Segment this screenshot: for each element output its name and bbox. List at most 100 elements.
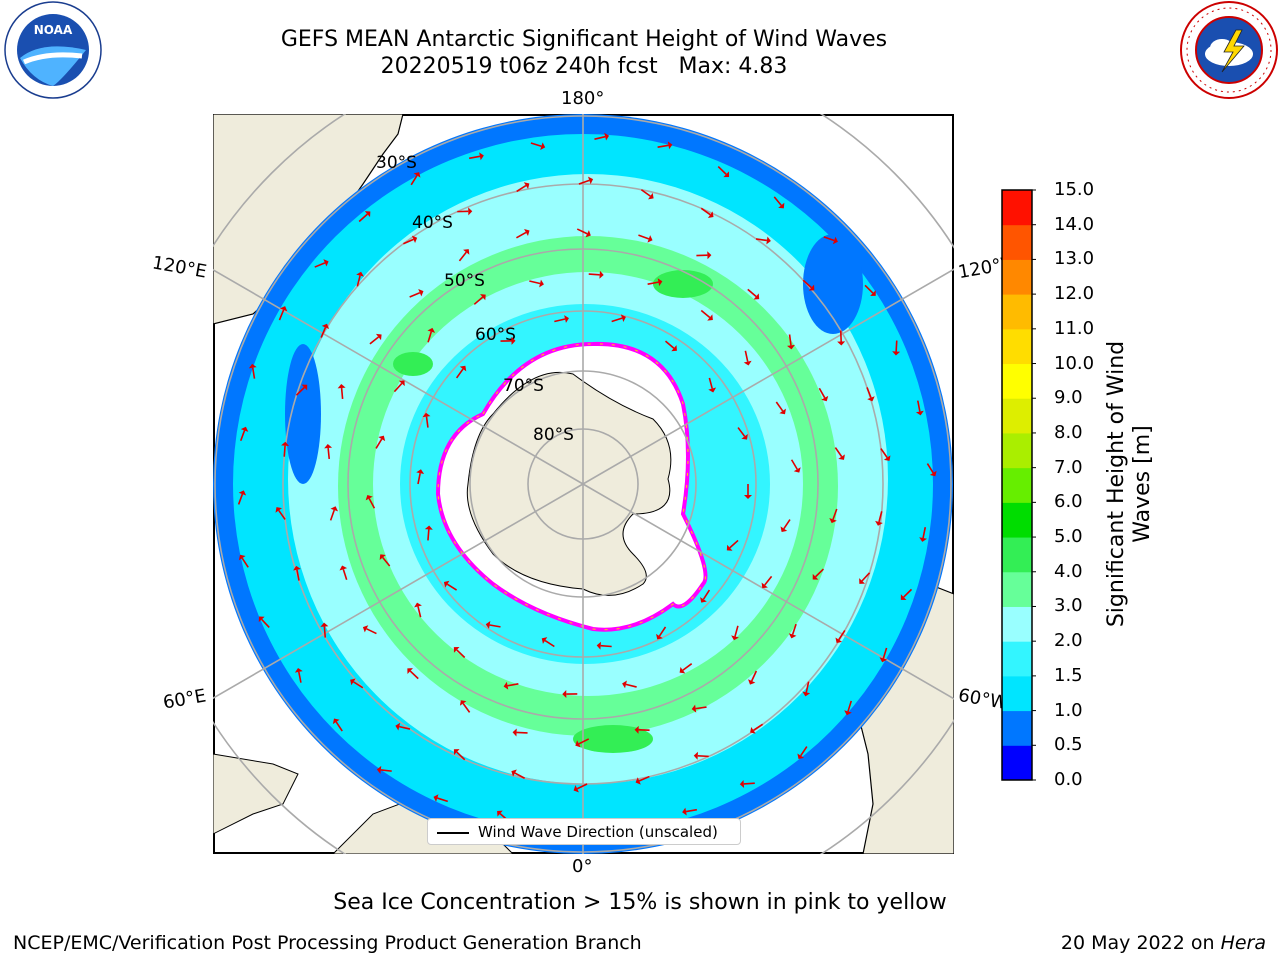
wave-arrow [514,772,526,779]
wave-arrow-head [596,641,601,650]
wave-arrow-head [726,544,733,551]
wave-arrow-head [418,289,424,297]
colorbar-label-line1: Significant Height of Wind [1104,340,1129,628]
wave-arrow [926,463,934,474]
wave-arrow [437,797,449,803]
wave-arrow [838,630,846,641]
wave-arrow-head [707,251,712,260]
wave-arrow [773,196,782,206]
wave-arrow-head [708,387,717,393]
lat-label-70s: 70°S [503,376,544,396]
wave-arrow [717,166,727,175]
svg-text:NOAA: NOAA [34,23,73,37]
colorbar-tick-label: 13.0 [1054,248,1095,270]
wave-arrow-head [240,426,249,432]
wave-arrow [657,144,669,148]
legend-label: Wind Wave Direction (unscaled) [478,823,718,841]
wave-arrow [903,588,913,598]
wave-arrow-head [743,360,752,366]
wave-arrow-head [258,616,265,623]
wave-arrow [743,782,755,785]
wave-arrow [882,647,888,659]
wave-arrow-head [424,525,433,530]
wave-arrow [685,808,698,813]
wave-arrow [866,387,872,398]
wave-arrow [516,231,527,239]
wave-arrow-head [647,235,653,243]
wave-arrow-head [503,681,509,690]
wave-arrow-head [892,351,901,356]
lat-label-30s: 30°S [376,153,417,173]
wave-arrow [507,683,519,687]
wave-arrow [409,670,419,680]
wave-arrow-head [766,236,771,245]
colorbar-tick-label: 9.0 [1054,387,1083,409]
wave-arrow [462,703,471,713]
wave-arrow-head [459,365,467,372]
wave-arrow-head [453,749,460,755]
wave-arrow [834,447,843,458]
wave-arrow-head [707,314,713,321]
wave-arrow-head [320,622,329,627]
wave-arrow-head [376,765,382,774]
wave-arrow [802,279,812,289]
wave-arrow-head [480,294,486,301]
wave-arrow-head [731,635,739,641]
wave-arrow-head [539,279,544,288]
wave-arrow [805,681,810,693]
wave-arrow-head [378,435,386,442]
wave-arrow [298,671,302,683]
lon-label-180: 180° [561,88,605,109]
wave-arrow [427,331,433,343]
wave-arrow-head [356,271,364,277]
colorbar-swatch [1002,675,1032,712]
wave-arrow [790,459,798,470]
wave-arrow [600,644,612,648]
wave-arrow-head [281,441,290,447]
wave-arrow-head [540,142,546,151]
wave-arrow [425,416,429,428]
wave-arrow-head [787,344,795,350]
colorbar-tick-label: 0.0 [1054,769,1083,790]
wave-arrow-head [414,602,422,608]
colorbar-swatch [1002,328,1032,365]
wave-arrow-head [656,633,663,640]
wave-arrow-head [635,777,641,785]
lat-label-60s: 60°S [475,325,516,345]
wave-arrow [697,755,709,758]
wave-arrow-head [802,691,811,697]
wave-arrow-head [671,345,677,352]
wave-arrow [489,624,501,628]
colorbar-tick-label: 15.0 [1054,179,1095,200]
noaa-logo: NOAA [4,1,102,99]
wave-arrow [764,575,773,586]
wave-arrow [700,207,711,216]
graticule [213,114,954,854]
wave-arrow [516,184,527,193]
lat-label-40s: 40°S [412,213,453,233]
wave-arrow-head [238,490,247,496]
wave-arrow [747,288,757,298]
wave-arrow-head [575,740,581,748]
wave-arrow [647,281,659,285]
wave-arrow-head [812,573,819,580]
wave-arrow-head [411,235,418,244]
wave-arrow [664,340,675,349]
colorbar-tick-label: 14.0 [1054,213,1095,235]
wave-arrow-head [293,565,301,571]
wave-arrow [682,663,693,671]
wave-arrow [791,623,797,635]
wave-arrow-head [808,284,815,291]
wave-arrow [283,445,286,457]
wave-arrow [239,430,246,442]
colorbar-tick-label: 5.0 [1054,526,1083,548]
antarctic-wave-map[interactable]: 30°S 40°S 50°S 60°S 70°S 80°S [213,114,954,854]
wave-arrow-head [797,753,805,760]
wave-arrow-head [422,412,431,418]
wave-arrow [380,769,392,772]
wave-arrow-head [599,270,604,279]
wave-arrow-head [459,700,467,706]
wave-arrow-head [700,597,707,603]
wave-arrow-head [870,290,876,296]
wave-arrow-head [832,236,838,245]
